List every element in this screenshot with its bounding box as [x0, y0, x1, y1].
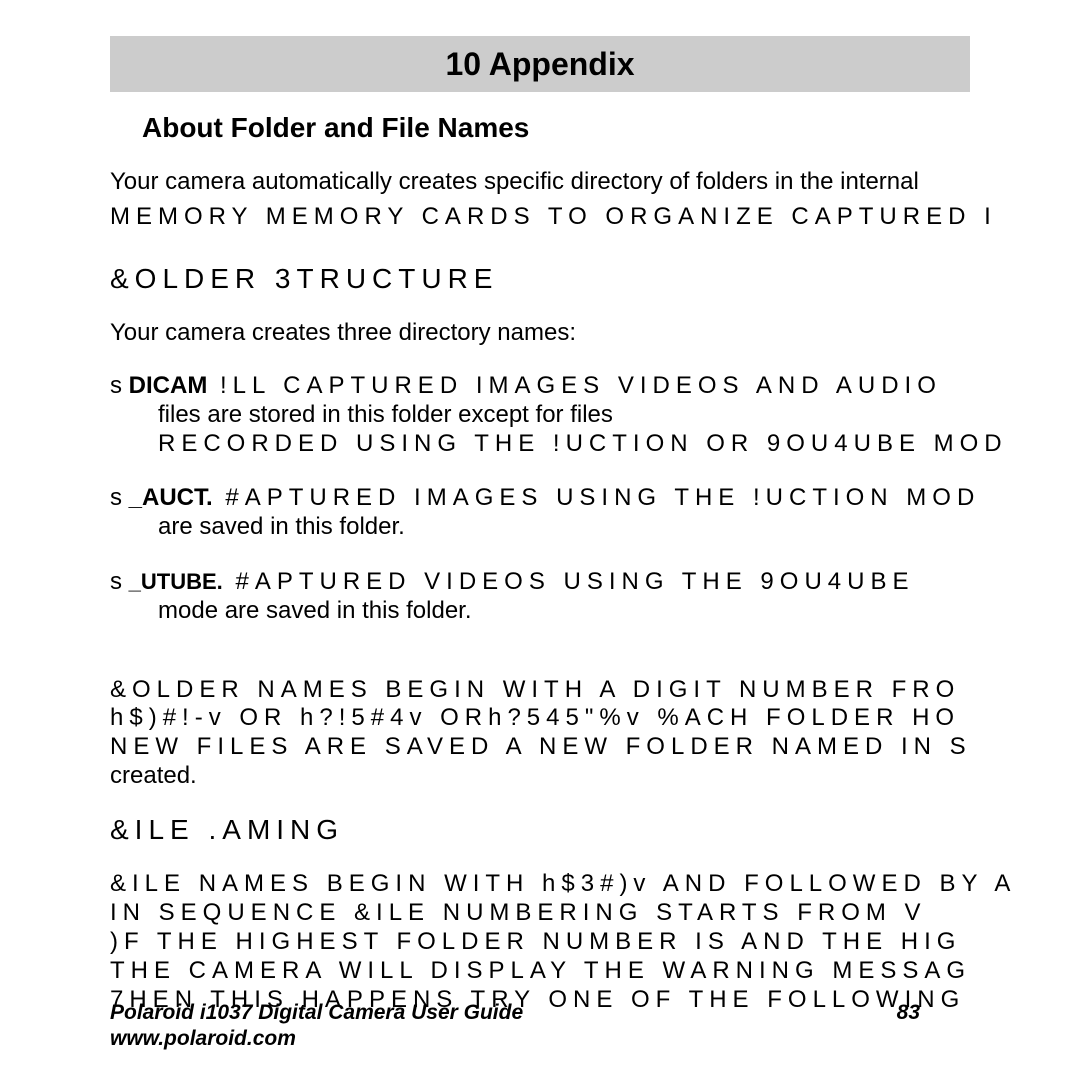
bullet-cont: mode are saved in this folder. — [158, 597, 1080, 626]
body-content: Your camera automatically creates specif… — [110, 168, 1080, 1014]
bullet-cont: are saved in this folder. — [158, 513, 1080, 542]
chapter-title-text: 10 Appendix — [445, 46, 634, 83]
page-footer: Polaroid i1037 Digital Camera User Guide… — [110, 1000, 1040, 1053]
bullet-lead: s — [110, 372, 129, 399]
bullet-auct: s _AUCT. #APTURED IMAGES USING THE !UCTI… — [110, 484, 1080, 542]
footer-url: www.polaroid.com — [110, 1026, 1040, 1052]
bullet-rest: #APTURED VIDEOS USING THE 9OU4UBE — [223, 568, 915, 595]
bullet-bold: DICAM — [129, 372, 208, 399]
bullet-bold: _UTUBE. — [129, 569, 223, 594]
folder-names-line: h$)#!-v OR h?!5#4v ORh?545"%v %ACH FOLDE… — [110, 704, 1080, 733]
section-title: About Folder and File Names — [142, 112, 1080, 144]
bullet-rest: !LL CAPTURED IMAGES VIDEOS AND AUDIO — [207, 372, 942, 399]
file-line: )F THE HIGHEST FOLDER NUMBER IS AND THE … — [110, 928, 1080, 957]
file-naming-block: &ILE NAMES BEGIN WITH h$3#)v AND FOLLOWE… — [110, 870, 1080, 1014]
bullet-cont-spaced: RECORDED USING THE !UCTION OR 9OU4UBE MO… — [158, 430, 1080, 459]
folder-names-line: &OLDER NAMES BEGIN WITH A DIGIT NUMBER F… — [110, 676, 1080, 705]
creates-line: Your camera creates three directory name… — [110, 319, 1080, 348]
bullet-lead: s — [110, 484, 129, 511]
bullet-lead: s — [110, 568, 129, 595]
intro-line-2: MEMORY MEMORY CARDS TO ORGANIZE CAPTURED… — [110, 203, 1080, 232]
bullet-dicam: s DICAM !LL CAPTURED IMAGES VIDEOS AND A… — [110, 372, 1080, 458]
file-line: &ILE NAMES BEGIN WITH h$3#)v AND FOLLOWE… — [110, 870, 1080, 899]
folder-names-line: NEW FILES ARE SAVED A NEW FOLDER NAMED I… — [110, 733, 1080, 762]
intro-line-1: Your camera automatically creates specif… — [110, 168, 1080, 197]
bullet-rest: #APTURED IMAGES USING THE !UCTION MOD — [213, 484, 981, 511]
manual-page: 10 Appendix About Folder and File Names … — [0, 0, 1080, 1080]
chapter-title-bar: 10 Appendix — [110, 36, 970, 92]
bullet-utube: s _UTUBE. #APTURED VIDEOS USING THE 9OU4… — [110, 568, 1080, 626]
folder-names-block: &OLDER NAMES BEGIN WITH A DIGIT NUMBER F… — [110, 676, 1080, 791]
file-line: IN SEQUENCE &ILE NUMBERING STARTS FROM V — [110, 899, 1080, 928]
folder-structure-heading: &OLDER 3TRUCTURE — [110, 262, 1080, 296]
bullet-bold: _AUCT. — [129, 484, 213, 511]
bullet-cont: files are stored in this folder except f… — [158, 401, 1080, 430]
file-naming-heading: &ILE .AMING — [110, 813, 1080, 847]
folder-names-plain: created. — [110, 762, 1080, 791]
page-number: 83 — [897, 1000, 920, 1026]
file-line: THE CAMERA WILL DISPLAY THE WARNING MESS… — [110, 957, 1080, 986]
